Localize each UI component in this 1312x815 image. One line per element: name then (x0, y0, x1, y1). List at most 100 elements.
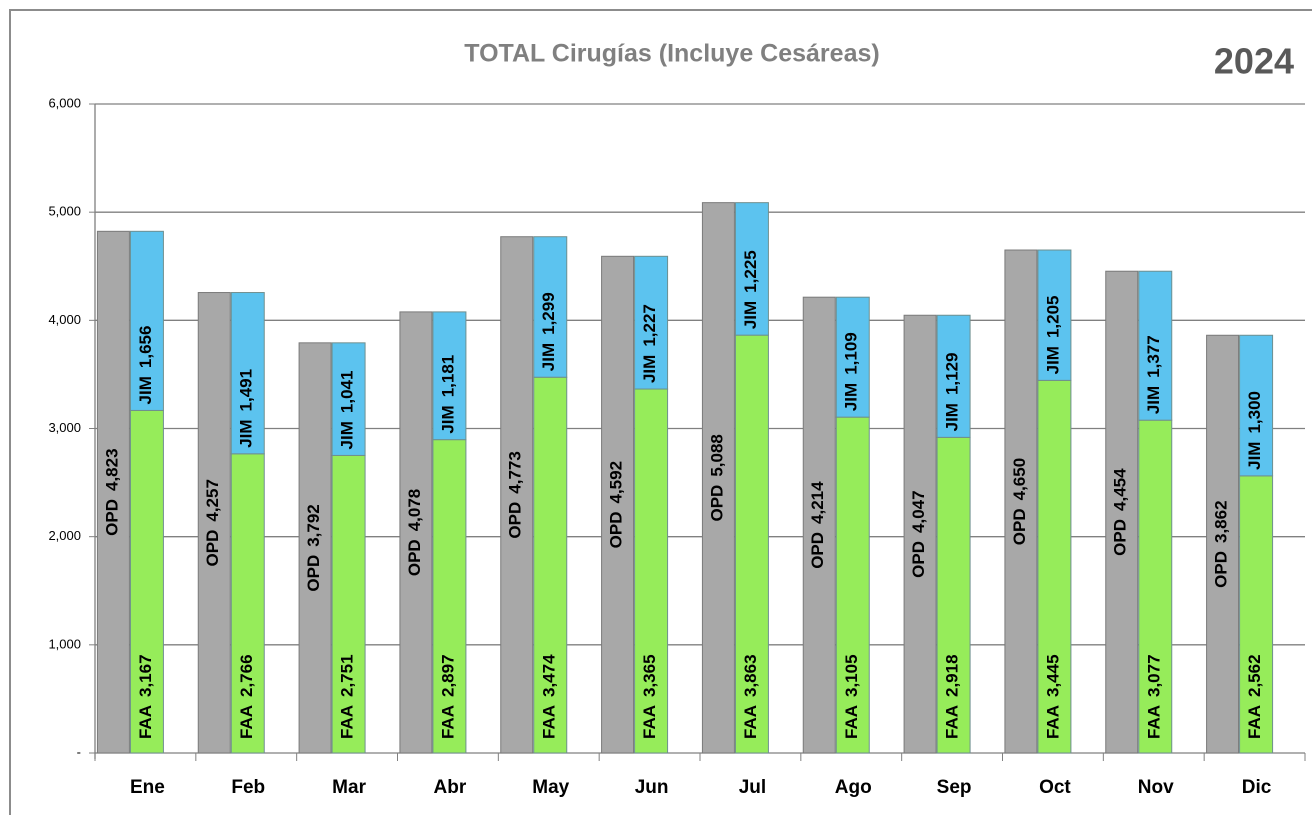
label-value: 2,897 (439, 654, 458, 697)
data-label: OPD 3,862 (1212, 500, 1231, 587)
bar-segment (331, 342, 366, 456)
y-tick-label: 1,000 (48, 636, 81, 651)
data-label: JIM 1,041 (338, 371, 357, 450)
bar-segment (1037, 379, 1072, 754)
data-label: FAA 2,897 (439, 654, 458, 739)
data-label: OPD 4,773 (506, 451, 525, 538)
bar (601, 255, 635, 754)
label-value: 3,792 (305, 504, 324, 547)
data-label: FAA 3,167 (136, 654, 155, 739)
frame (9, 9, 1312, 815)
label-series: JIM (1246, 442, 1265, 470)
data-label: OPD 4,047 (910, 490, 929, 577)
y-tick-label: - (77, 744, 81, 759)
label-series: JIM (943, 403, 962, 431)
label-value: 1,225 (741, 250, 760, 293)
bar-segment (936, 314, 971, 438)
x-tick-label: Ago (835, 777, 872, 798)
data-label: OPD 4,823 (103, 448, 122, 535)
label-value: 4,257 (204, 479, 223, 522)
bar (1105, 270, 1139, 754)
data-label: JIM 1,299 (540, 292, 559, 371)
y-tick-label: 4,000 (48, 312, 81, 327)
x-tick-label: Oct (1039, 777, 1071, 798)
data-label: OPD 4,592 (607, 461, 626, 548)
label-value: 3,105 (842, 654, 861, 697)
label-series: JIM (1145, 386, 1164, 414)
label-value: 2,918 (943, 654, 962, 697)
chart-subtitle: 2024 (1214, 41, 1294, 82)
x-tick-label: Ene (130, 777, 165, 798)
x-tick-label: Nov (1138, 777, 1174, 798)
bar (96, 230, 130, 754)
label-value: 4,650 (1010, 458, 1029, 501)
data-label: FAA 2,766 (237, 654, 256, 739)
label-series: FAA (641, 705, 660, 739)
label-value: 2,751 (338, 654, 357, 697)
label-value: 3,167 (136, 654, 155, 697)
bar-segment (432, 311, 467, 441)
x-tick-label: Jul (739, 777, 766, 798)
label-series: FAA (943, 705, 962, 739)
label-series: FAA (338, 705, 357, 739)
bar-segment (230, 292, 265, 455)
bar-segment (129, 230, 164, 411)
data-label: OPD 4,214 (809, 481, 828, 569)
data-label: FAA 3,365 (641, 654, 660, 739)
label-value: 4,592 (607, 461, 626, 504)
label-series: OPD (607, 512, 626, 549)
bar-segment (230, 453, 265, 754)
label-value: 1,377 (1145, 335, 1164, 378)
label-series: FAA (136, 705, 155, 739)
label-value: 4,214 (809, 481, 828, 524)
data-label: JIM 1,109 (842, 332, 861, 411)
data-label: FAA 2,562 (1246, 654, 1265, 739)
data-label: JIM 1,227 (641, 304, 660, 383)
bar (298, 342, 332, 754)
label-series: FAA (741, 705, 760, 739)
bar-segment (835, 296, 870, 418)
bar-segment (533, 376, 568, 754)
bar-segment (1239, 475, 1274, 754)
x-tick-label: Dic (1242, 777, 1272, 798)
label-series: OPD (910, 541, 929, 578)
data-label: OPD 4,650 (1010, 458, 1029, 545)
label-series: JIM (641, 355, 660, 383)
bar-segment (634, 255, 669, 390)
label-series: OPD (1111, 519, 1130, 556)
label-series: FAA (1246, 705, 1265, 739)
label-value: 3,862 (1212, 500, 1231, 543)
label-series: JIM (136, 376, 155, 404)
bar-segment (634, 388, 669, 754)
x-tick-label: May (532, 777, 569, 798)
label-value: 4,078 (405, 489, 424, 532)
label-series: OPD (809, 532, 828, 569)
label-series: OPD (305, 555, 324, 592)
y-tick-label: 5,000 (48, 204, 81, 219)
bar-segment (432, 439, 467, 754)
data-label: OPD 3,792 (305, 504, 324, 591)
y-tick-label: 2,000 (48, 528, 81, 543)
label-value: 3,474 (540, 654, 559, 697)
bar-segment (936, 436, 971, 754)
label-series: OPD (506, 502, 525, 539)
label-series: JIM (540, 343, 559, 371)
label-value: 2,562 (1246, 654, 1265, 697)
label-series: OPD (1212, 551, 1231, 588)
y-tick-label: 3,000 (48, 420, 81, 435)
label-series: JIM (1044, 346, 1063, 374)
label-series: OPD (708, 485, 727, 522)
label-value: 1,041 (338, 371, 357, 414)
bar-segment (835, 416, 870, 754)
x-tick-label: Mar (332, 777, 366, 798)
label-series: OPD (405, 539, 424, 576)
bar-segment (734, 334, 769, 754)
label-series: JIM (237, 419, 256, 447)
data-label: FAA 2,751 (338, 654, 357, 739)
data-label: OPD 4,257 (204, 479, 223, 566)
data-label: OPD 5,088 (708, 434, 727, 521)
data-label: FAA 3,445 (1044, 654, 1063, 739)
data-label: JIM 1,225 (741, 250, 760, 329)
data-label: FAA 3,474 (540, 654, 559, 739)
